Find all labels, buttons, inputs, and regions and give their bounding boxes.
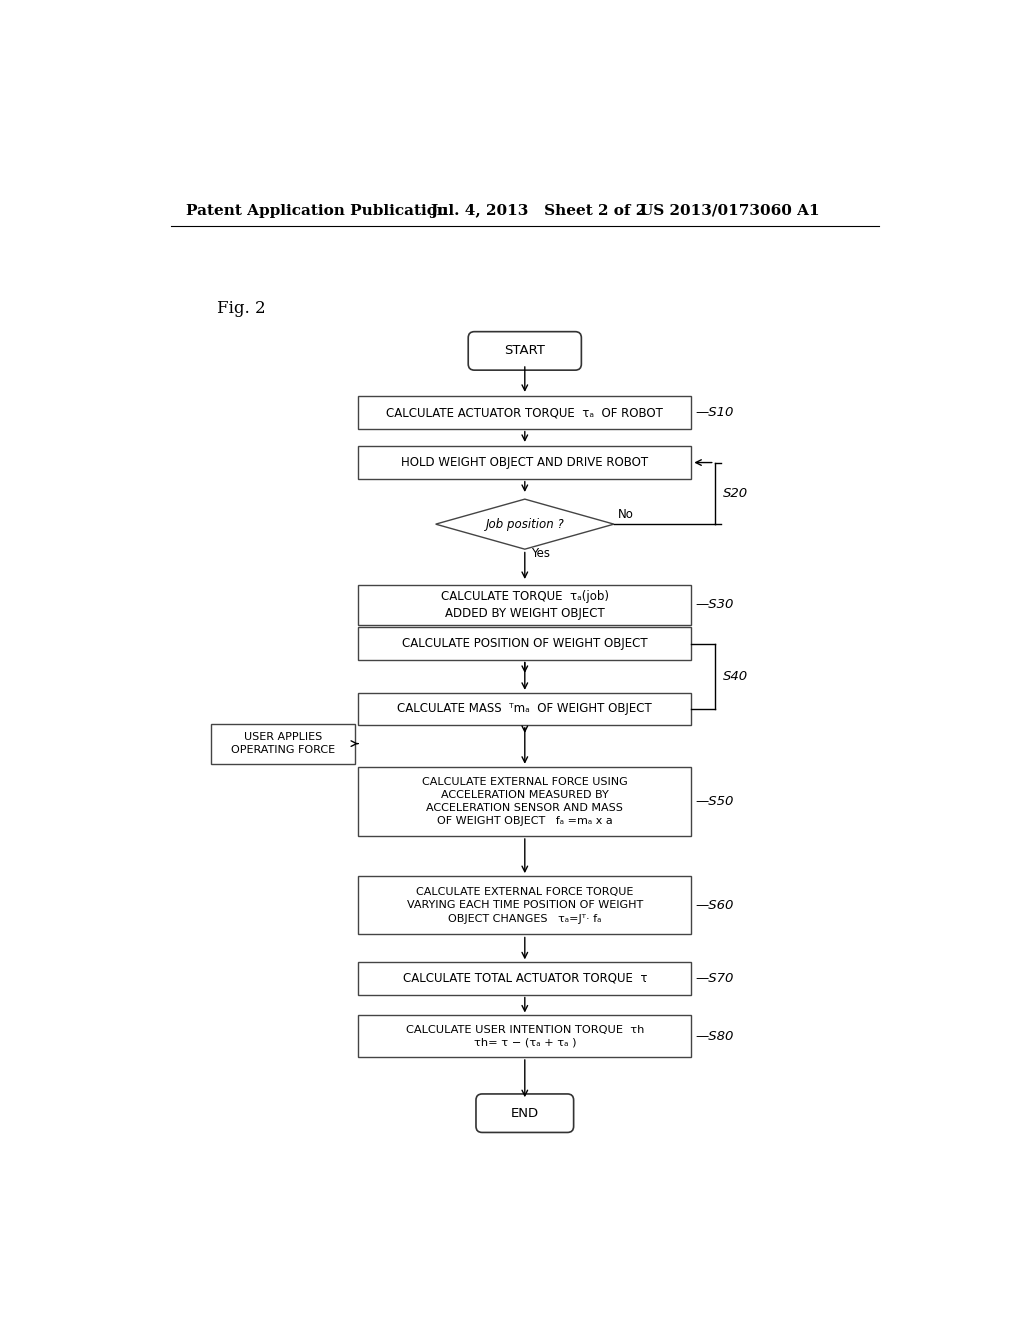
Text: —S60: —S60 (695, 899, 733, 912)
FancyBboxPatch shape (358, 627, 691, 660)
Text: Yes: Yes (531, 546, 550, 560)
Text: Jul. 4, 2013   Sheet 2 of 2: Jul. 4, 2013 Sheet 2 of 2 (430, 203, 646, 218)
Text: END: END (511, 1106, 539, 1119)
FancyBboxPatch shape (358, 396, 691, 429)
Polygon shape (435, 499, 614, 549)
FancyBboxPatch shape (358, 1015, 691, 1057)
Text: Patent Application Publication: Patent Application Publication (186, 203, 449, 218)
FancyBboxPatch shape (468, 331, 582, 370)
Text: CALCULATE EXTERNAL FORCE USING
ACCELERATION MEASURED BY
ACCELERATION SENSOR AND : CALCULATE EXTERNAL FORCE USING ACCELERAT… (422, 776, 628, 826)
Text: CALCULATE MASS  ᵀmₐ  OF WEIGHT OBJECT: CALCULATE MASS ᵀmₐ OF WEIGHT OBJECT (397, 702, 652, 715)
Text: CALCULATE ACTUATOR TORQUE  τₐ  OF ROBOT: CALCULATE ACTUATOR TORQUE τₐ OF ROBOT (386, 407, 664, 418)
Text: CALCULATE USER INTENTION TORQUE  τh
τh= τ − (τₐ + τₐ ): CALCULATE USER INTENTION TORQUE τh τh= τ… (406, 1024, 644, 1048)
Text: US 2013/0173060 A1: US 2013/0173060 A1 (640, 203, 819, 218)
Text: CALCULATE EXTERNAL FORCE TORQUE
VARYING EACH TIME POSITION OF WEIGHT
OBJECT CHAN: CALCULATE EXTERNAL FORCE TORQUE VARYING … (407, 887, 643, 924)
Text: Job position ?: Job position ? (485, 517, 564, 531)
Text: —S70: —S70 (695, 972, 733, 985)
Text: START: START (505, 345, 545, 358)
Text: —S50: —S50 (695, 795, 733, 808)
Text: —S80: —S80 (695, 1030, 733, 1043)
Text: —S10: —S10 (695, 407, 733, 418)
FancyBboxPatch shape (358, 876, 691, 935)
Text: HOLD WEIGHT OBJECT AND DRIVE ROBOT: HOLD WEIGHT OBJECT AND DRIVE ROBOT (401, 455, 648, 469)
FancyBboxPatch shape (476, 1094, 573, 1133)
Text: —S30: —S30 (695, 598, 733, 611)
Text: S20: S20 (722, 487, 748, 500)
FancyBboxPatch shape (358, 693, 691, 725)
FancyBboxPatch shape (358, 767, 691, 836)
Text: CALCULATE POSITION OF WEIGHT OBJECT: CALCULATE POSITION OF WEIGHT OBJECT (402, 638, 647, 649)
FancyBboxPatch shape (211, 723, 354, 763)
FancyBboxPatch shape (358, 962, 691, 995)
FancyBboxPatch shape (358, 585, 691, 626)
Text: S40: S40 (722, 669, 748, 682)
Text: Fig. 2: Fig. 2 (217, 300, 266, 317)
Text: No: No (617, 508, 634, 521)
Text: CALCULATE TORQUE  τₐ(job)
ADDED BY WEIGHT OBJECT: CALCULATE TORQUE τₐ(job) ADDED BY WEIGHT… (440, 590, 609, 620)
Text: USER APPLIES
OPERATING FORCE: USER APPLIES OPERATING FORCE (231, 733, 335, 755)
Text: CALCULATE TOTAL ACTUATOR TORQUE  τ: CALCULATE TOTAL ACTUATOR TORQUE τ (402, 972, 647, 985)
FancyBboxPatch shape (358, 446, 691, 479)
